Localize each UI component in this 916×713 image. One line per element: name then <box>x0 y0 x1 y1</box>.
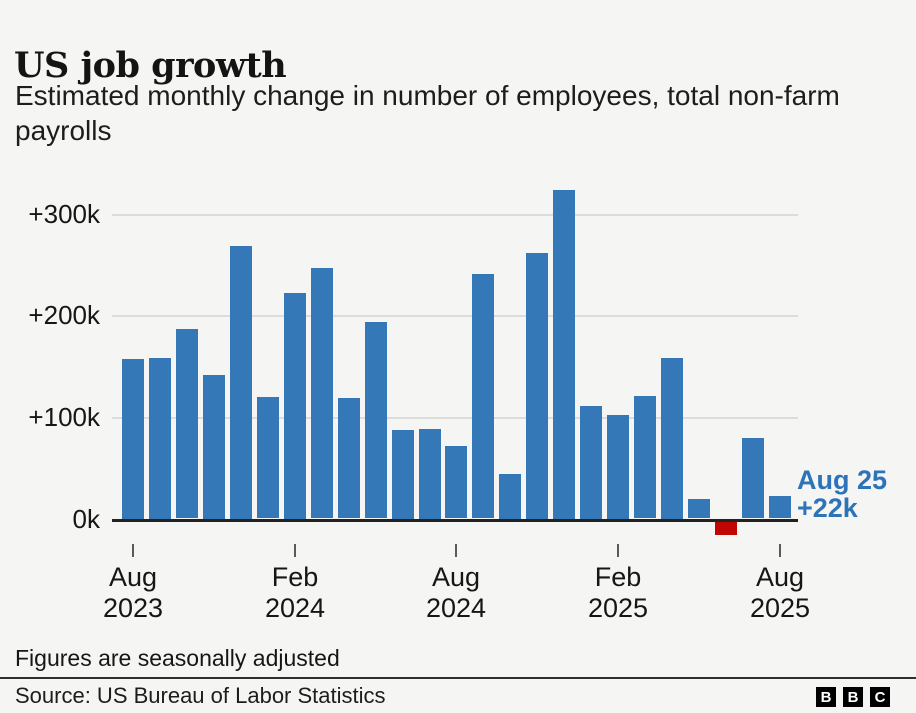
bar-mar-2025 <box>634 396 656 518</box>
bar-may-2025 <box>688 499 710 518</box>
bar-mar-2024 <box>311 268 333 518</box>
chart-subtitle: Estimated monthly change in number of em… <box>15 80 840 146</box>
footer-divider <box>0 677 916 679</box>
x-axis-label: Aug 2025 <box>749 562 811 623</box>
bar-sep-2023 <box>149 358 171 519</box>
bar-dec-2024 <box>553 190 575 519</box>
bar-oct-2024 <box>499 474 521 519</box>
gridline-+200k <box>112 315 798 317</box>
bar-nov-2024 <box>526 253 548 519</box>
bar-apr-2024 <box>338 398 360 518</box>
gridline-+300k <box>112 214 798 216</box>
bar-oct-2023 <box>176 329 198 518</box>
annotation-month-label: Aug 25 <box>797 465 888 495</box>
x-axis-label: Feb 2025 <box>587 562 649 623</box>
x-axis-label: Aug 2024 <box>425 562 487 623</box>
x-axis-line <box>112 519 798 522</box>
bar-jan-2025 <box>580 406 602 519</box>
bbc-logo-letter-c: C <box>870 687 890 707</box>
bar-jul-2025 <box>742 438 764 518</box>
bar-aug-2025 <box>769 496 791 518</box>
bar-nov-2023 <box>203 375 225 519</box>
bbc-logo-letter-b2: B <box>843 687 863 707</box>
bar-aug-2023 <box>122 359 144 519</box>
x-axis-label: Feb 2024 <box>264 562 326 623</box>
y-axis-label: 0k <box>72 504 100 534</box>
bar-jul-2024 <box>419 429 441 519</box>
bar-apr-2025 <box>661 358 683 519</box>
bar-aug-2024 <box>445 446 467 518</box>
bar-jan-2024 <box>257 397 279 518</box>
bar-dec-2023 <box>230 246 252 519</box>
y-axis-label: +100k <box>28 402 100 432</box>
bar-may-2024 <box>365 322 387 518</box>
x-axis-tick <box>779 544 781 557</box>
y-axis-label: +200k <box>28 300 100 330</box>
bar-sep-2024 <box>472 274 494 518</box>
y-axis-label: +300k <box>28 199 100 229</box>
gridline-+100k <box>112 417 798 419</box>
page-title: US job growth <box>14 45 287 87</box>
x-axis-tick <box>294 544 296 557</box>
bbc-logo: B B C <box>816 687 890 707</box>
annotation-value-label: +22k <box>797 493 858 523</box>
bar-feb-2025 <box>607 415 629 519</box>
footnote-text: Figures are seasonally adjusted <box>15 645 340 671</box>
bbc-logo-letter-b1: B <box>816 687 836 707</box>
x-axis-tick <box>455 544 457 557</box>
bar-jun-2024 <box>392 430 414 519</box>
x-axis-tick <box>132 544 134 557</box>
bar-jun-2025 <box>715 522 737 535</box>
latest-value-annotation: Aug 25 +22k <box>797 466 887 522</box>
x-axis-label: Aug 2023 <box>102 562 164 623</box>
x-axis-tick <box>617 544 619 557</box>
source-attribution: Source: US Bureau of Labor Statistics <box>15 683 386 708</box>
bar-feb-2024 <box>284 293 306 519</box>
